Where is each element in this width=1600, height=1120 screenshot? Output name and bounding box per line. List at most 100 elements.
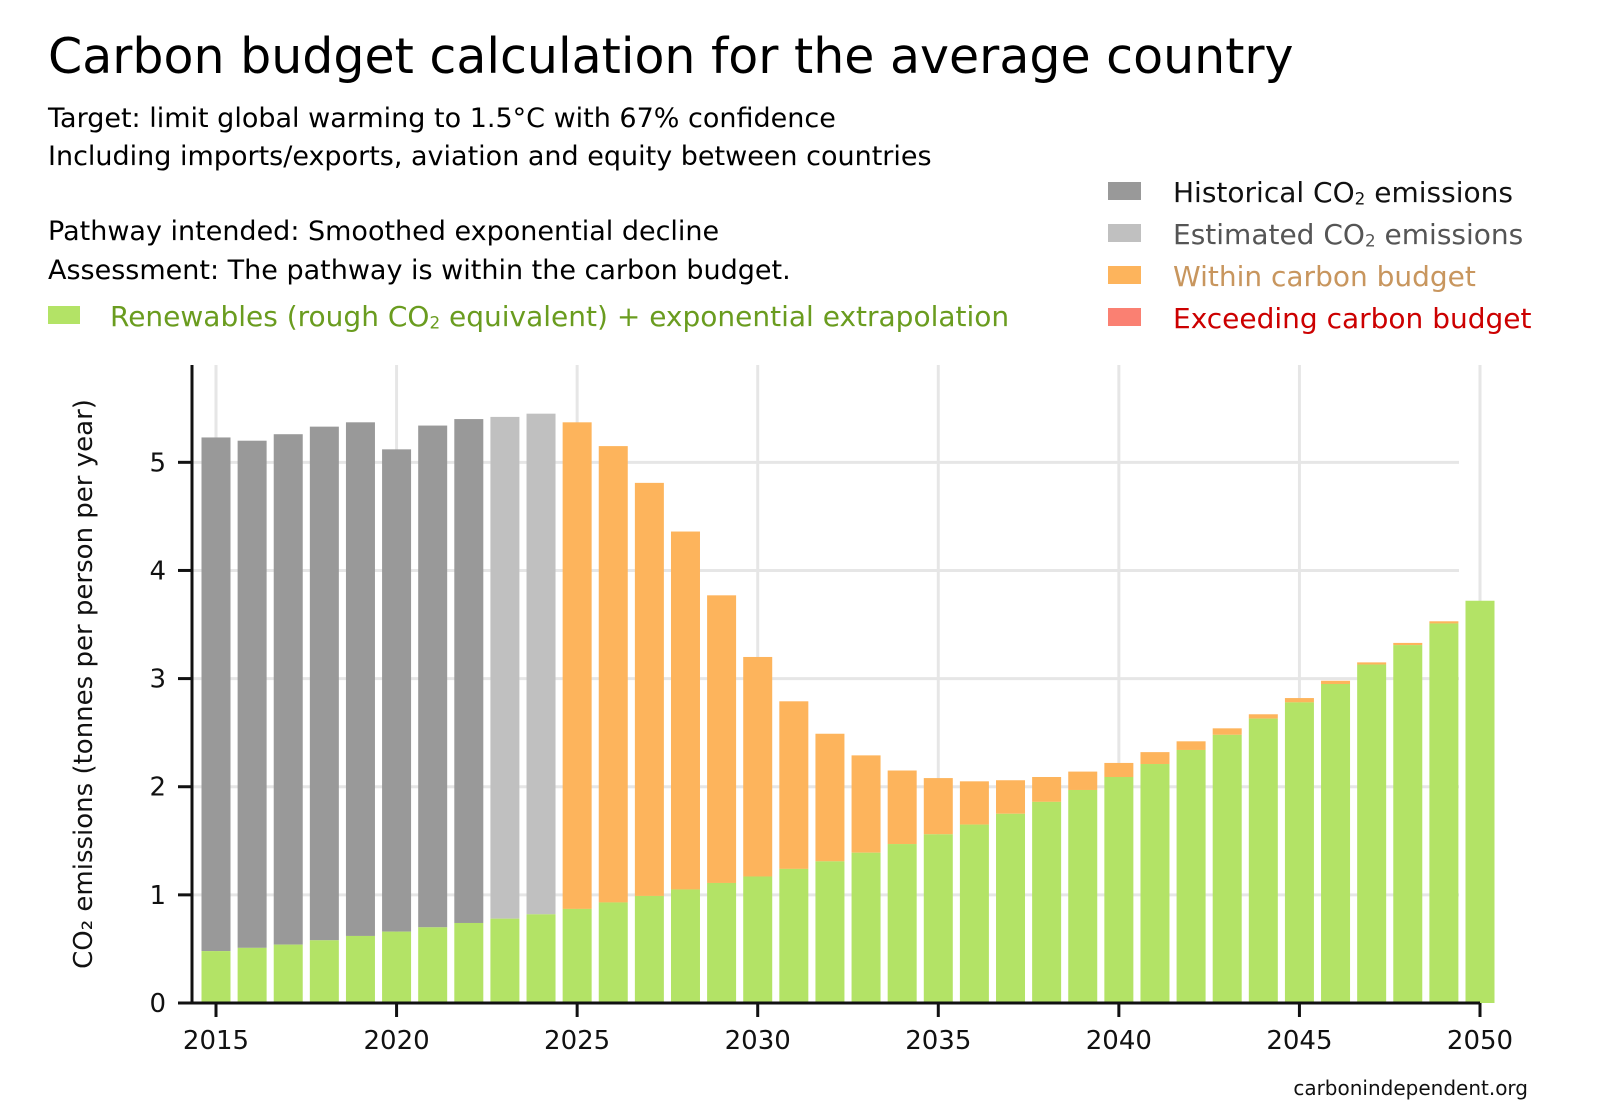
bar-estimated <box>490 416 520 919</box>
bar-renewables <box>1032 801 1062 1003</box>
x-tick-label: 2040 <box>1086 1026 1152 1056</box>
subtitle-scope: Including imports/exports, aviation and … <box>48 141 932 172</box>
bar-renewables <box>707 882 737 1003</box>
bar-historical <box>418 425 448 928</box>
bar-renewables <box>815 861 845 1003</box>
bar-renewables <box>743 876 773 1003</box>
x-tick-label: 2030 <box>725 1026 791 1056</box>
bar-within <box>1140 752 1170 765</box>
legend-item-historical: Historical CO2 emissions <box>1108 172 1531 214</box>
x-tick-label: 2050 <box>1447 1026 1513 1056</box>
subtitle-target: Target: limit global warming to 1.5°C wi… <box>48 103 836 134</box>
bar-renewables <box>1321 684 1351 1003</box>
legend-label-estimated-sub: 2 <box>1364 230 1376 251</box>
bar-within <box>1176 741 1206 750</box>
bar-renewables <box>345 935 375 1003</box>
bar-historical <box>201 437 231 952</box>
bar-renewables <box>1357 664 1387 1003</box>
renewables-label-sub: 2 <box>429 312 441 333</box>
bar-within <box>1393 642 1423 646</box>
bar-within <box>815 733 845 862</box>
legend-item-within: Within carbon budget <box>1108 256 1531 298</box>
x-tick-label: 2045 <box>1266 1026 1332 1056</box>
legend-swatch-historical <box>1108 182 1141 200</box>
legend-label-within: Within carbon budget <box>1173 260 1476 293</box>
bar-renewables <box>996 813 1026 1003</box>
renewables-legend: Renewables (rough CO2 equivalent) + expo… <box>48 300 1009 333</box>
bar-renewables <box>382 931 412 1003</box>
legend-label-estimated-post: emissions <box>1375 218 1524 251</box>
bar-historical <box>382 449 412 932</box>
legend-swatch-exceeding <box>1108 308 1141 326</box>
bar-historical <box>237 440 267 948</box>
bar-renewables <box>237 947 267 1003</box>
bar-renewables <box>526 914 556 1003</box>
bar-renewables <box>598 902 628 1003</box>
bar-renewables <box>1248 718 1278 1003</box>
bar-renewables <box>1465 600 1495 1003</box>
x-tick-label: 2035 <box>905 1026 971 1056</box>
x-tick-label: 2020 <box>363 1026 429 1056</box>
bar-within <box>923 778 953 835</box>
bar-within <box>1248 714 1278 719</box>
x-tick-label: 2025 <box>544 1026 610 1056</box>
bar-historical <box>454 419 484 923</box>
bar-historical <box>345 422 375 936</box>
legend-item-exceeding: Exceeding carbon budget <box>1108 298 1531 340</box>
y-axis-label: CO₂ emissions (tonnes per person per yea… <box>69 399 99 969</box>
bar-within <box>562 422 592 909</box>
bar-within <box>743 656 773 877</box>
y-tick-label: 2 <box>149 773 166 803</box>
bar-within <box>779 701 809 869</box>
bar-within <box>1212 728 1242 735</box>
bar-renewables <box>454 922 484 1003</box>
bar-within <box>1032 776 1062 802</box>
legend-label-estimated-pre: Estimated CO <box>1173 218 1365 251</box>
bar-historical <box>309 426 339 941</box>
bar-renewables <box>1068 789 1098 1003</box>
bar-within <box>1284 698 1314 703</box>
renewables-label-post: equivalent) + exponential extrapolation <box>440 300 1010 333</box>
y-tick-label: 5 <box>149 448 166 478</box>
legend-swatch-estimated <box>1108 224 1141 242</box>
bar-within <box>598 446 628 903</box>
source-credit: carbonindependent.org <box>1293 1076 1528 1100</box>
bar-renewables <box>670 889 700 1003</box>
bar-within <box>670 531 700 890</box>
bar-within <box>959 781 989 825</box>
bar-within <box>1429 621 1459 624</box>
bar-within <box>1321 680 1351 684</box>
x-tick-label: 2015 <box>183 1026 249 1056</box>
legend-label-historical-post: emissions <box>1365 176 1513 209</box>
bar-renewables <box>1393 645 1423 1003</box>
legend-swatch-within <box>1108 266 1141 284</box>
bar-within <box>1104 762 1134 777</box>
bar-renewables <box>309 940 339 1003</box>
bar-renewables <box>1176 749 1206 1003</box>
bar-within <box>1357 662 1387 665</box>
bar-within <box>996 780 1026 814</box>
bar-renewables <box>1429 623 1459 1003</box>
bar-renewables <box>490 918 520 1003</box>
bar-within <box>634 482 664 896</box>
bar-renewables <box>779 868 809 1003</box>
bar-renewables <box>201 951 231 1003</box>
bar-within <box>887 770 917 845</box>
bar-historical <box>273 434 303 945</box>
bar-within <box>851 755 881 853</box>
bar-renewables <box>634 895 664 1003</box>
bar-renewables <box>1104 776 1134 1003</box>
bar-renewables <box>418 927 448 1003</box>
bar-renewables <box>851 852 881 1003</box>
y-tick-label: 4 <box>149 556 166 586</box>
subtitle-assessment: Assessment: The pathway is within the ca… <box>48 255 791 286</box>
bar-renewables <box>923 834 953 1003</box>
chart-title: Carbon budget calculation for the averag… <box>48 28 1294 85</box>
legend-label-historical-pre: Historical CO <box>1173 176 1355 209</box>
bar-renewables <box>273 944 303 1003</box>
subtitle-pathway: Pathway intended: Smoothed exponential d… <box>48 216 720 247</box>
bar-renewables <box>1140 764 1170 1003</box>
bar-renewables <box>1212 734 1242 1003</box>
bar-renewables <box>562 908 592 1003</box>
y-tick-label: 1 <box>149 881 166 911</box>
